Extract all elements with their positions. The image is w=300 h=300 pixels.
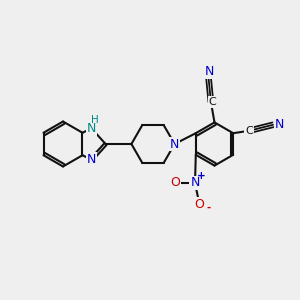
Text: N: N xyxy=(190,176,200,190)
Text: N: N xyxy=(204,65,214,78)
Text: C: C xyxy=(208,97,216,107)
Text: N: N xyxy=(275,118,284,131)
Text: N: N xyxy=(170,137,179,151)
Text: O: O xyxy=(195,198,204,211)
Text: +: + xyxy=(197,171,206,182)
Text: O: O xyxy=(171,176,180,190)
Text: N: N xyxy=(87,122,96,135)
Text: H: H xyxy=(91,115,99,125)
Text: C: C xyxy=(245,126,253,136)
Text: N: N xyxy=(87,153,96,166)
Text: -: - xyxy=(206,203,211,213)
